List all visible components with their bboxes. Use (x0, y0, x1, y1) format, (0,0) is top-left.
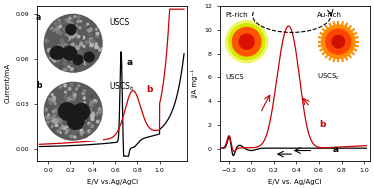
Text: b: b (146, 85, 153, 94)
Y-axis label: Current/mA: Current/mA (4, 63, 10, 103)
Y-axis label: J/A mg⁻¹: J/A mg⁻¹ (191, 69, 199, 98)
Text: Au-rich: Au-rich (317, 12, 342, 18)
X-axis label: E/V vs.Ag/AgCl: E/V vs.Ag/AgCl (87, 179, 138, 185)
Text: USCS$_c$: USCS$_c$ (317, 72, 341, 82)
Text: b: b (319, 120, 325, 129)
X-axis label: E/V vs. Ag/AgCl: E/V vs. Ag/AgCl (268, 179, 321, 185)
Text: Pt-rich: Pt-rich (226, 12, 248, 18)
Text: a: a (126, 58, 132, 67)
Text: USCS$_b$: USCS$_b$ (109, 81, 135, 93)
Text: USCS: USCS (226, 74, 244, 80)
Text: a: a (332, 145, 339, 154)
Text: USCS: USCS (109, 18, 129, 27)
